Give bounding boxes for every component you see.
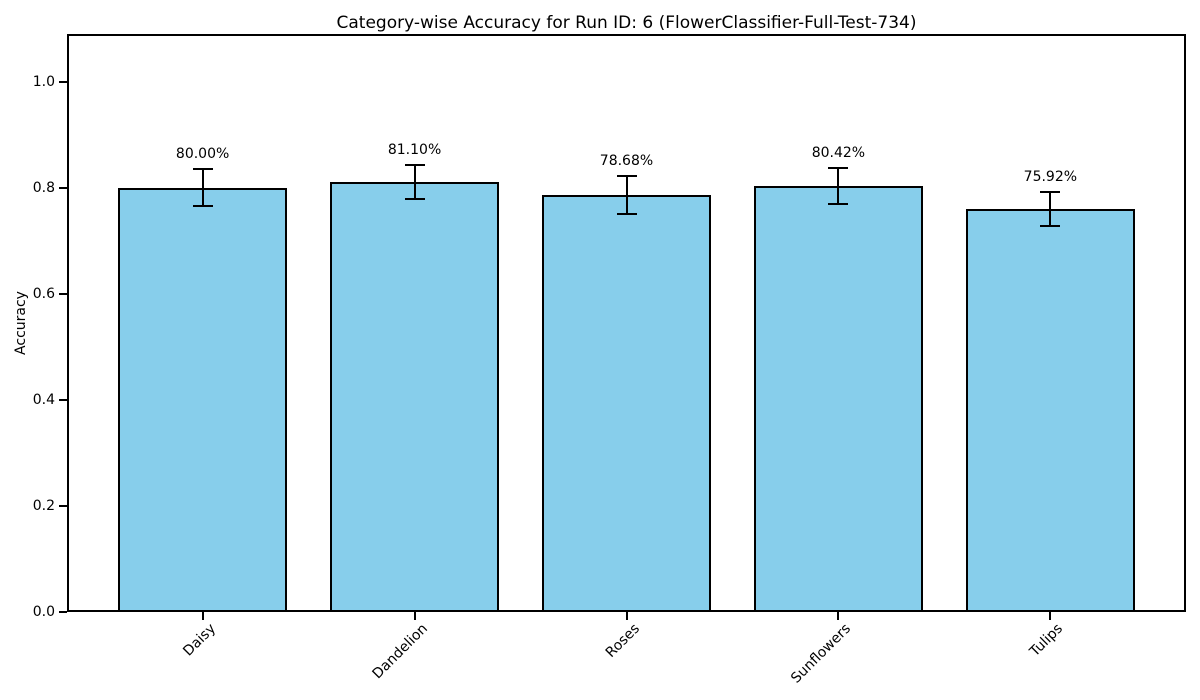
bar-value-label: 80.42% — [811, 144, 866, 161]
y-tick — [59, 186, 67, 189]
x-tick-label: Sunflowers — [788, 620, 855, 687]
error-bar-cap-bottom — [1040, 225, 1061, 228]
chart-title: Category-wise Accuracy for Run ID: 6 (Fl… — [336, 13, 917, 33]
x-tick-label: Roses — [602, 620, 643, 661]
y-tick-label: 0.6 — [32, 285, 55, 302]
x-tick-label: Dandelion — [369, 620, 431, 683]
error-bar-cap-top — [1040, 191, 1061, 194]
y-tick — [59, 504, 67, 507]
y-tick-label: 0.8 — [32, 179, 55, 196]
error-bar — [1049, 192, 1052, 227]
bar-sunflowers — [753, 185, 924, 612]
error-bar-cap-top — [616, 174, 637, 177]
y-tick-label: 0.4 — [32, 391, 55, 408]
error-bar — [413, 164, 416, 199]
error-bar-cap-bottom — [828, 202, 849, 205]
error-bar-cap-top — [404, 163, 425, 166]
x-tick — [625, 612, 628, 620]
x-tick — [1049, 612, 1052, 620]
y-tick-label: 1.0 — [32, 73, 55, 90]
x-tick-label: Tulips — [1027, 620, 1067, 660]
error-bar-cap-bottom — [192, 205, 213, 208]
y-tick-label: 0.0 — [32, 604, 55, 620]
plot-area: 0.0 0.2 0.4 0.6 0.8 1.0 80.00% Daisy 81.10% Dande… — [33, 34, 1186, 687]
x-tick-label: Daisy — [179, 620, 219, 660]
y-tick — [59, 292, 67, 295]
y-tick — [59, 611, 67, 613]
y-tick — [59, 80, 67, 83]
bar-value-label: 80.00% — [175, 146, 230, 163]
error-bar-cap-bottom — [616, 212, 637, 215]
error-bar — [837, 167, 840, 204]
y-tick-label: 0.2 — [32, 497, 55, 514]
y-tick — [59, 398, 67, 401]
bar-dandelion — [329, 181, 500, 612]
error-bar — [625, 175, 628, 214]
bar-tulips — [965, 209, 1136, 612]
error-bar-cap-top — [192, 168, 213, 171]
x-tick — [201, 612, 204, 620]
bar-value-label: 78.68% — [599, 152, 654, 169]
x-tick — [837, 612, 840, 620]
bar-roses — [541, 194, 712, 612]
error-bar-cap-top — [828, 166, 849, 169]
error-bar — [201, 169, 204, 207]
error-bar-cap-bottom — [404, 197, 425, 200]
bar-daisy — [117, 187, 288, 612]
bar-value-label: 75.92% — [1023, 169, 1078, 186]
x-tick — [413, 612, 416, 620]
bar-value-label: 81.10% — [387, 141, 442, 158]
